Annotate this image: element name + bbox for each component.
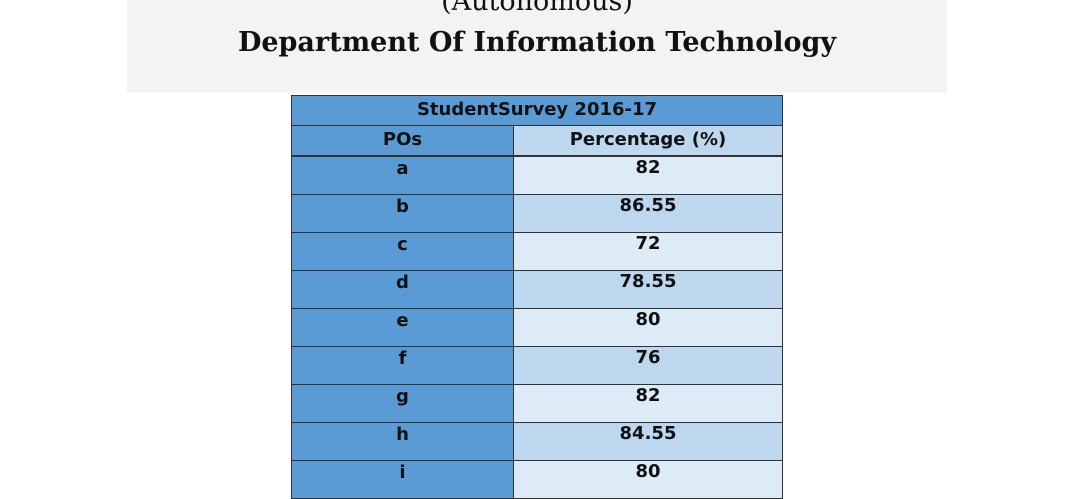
table-title: StudentSurvey 2016-17: [291, 95, 783, 126]
column-header: Percentage (%): [513, 125, 783, 156]
po-cell: g: [291, 384, 514, 423]
percentage-cell: 80: [513, 460, 783, 499]
header: (Autonomous) Department Of Information T…: [127, 0, 947, 93]
po-cell: h: [291, 422, 514, 461]
percentage-cell: 76: [513, 346, 783, 385]
percentage-cell: 84.55: [513, 422, 783, 461]
percentage-cell: 86.55: [513, 194, 783, 233]
po-cell: f: [291, 346, 514, 385]
page: (Autonomous) Department Of Information T…: [127, 0, 947, 499]
percentage-cell: 82: [513, 156, 783, 195]
percentage-cell: 80: [513, 308, 783, 347]
percentage-cell: 82: [513, 384, 783, 423]
header-subtitle: (Autonomous): [441, 0, 633, 17]
po-cell: d: [291, 270, 514, 309]
column-header: POs: [291, 125, 514, 156]
po-cell: c: [291, 232, 514, 271]
percentage-cell: 72: [513, 232, 783, 271]
po-cell: a: [291, 156, 514, 195]
percentage-cell: 78.55: [513, 270, 783, 309]
po-cell: b: [291, 194, 514, 233]
po-cell: e: [291, 308, 514, 347]
po-cell: i: [291, 460, 514, 499]
header-title: Department Of Information Technology: [237, 27, 837, 58]
